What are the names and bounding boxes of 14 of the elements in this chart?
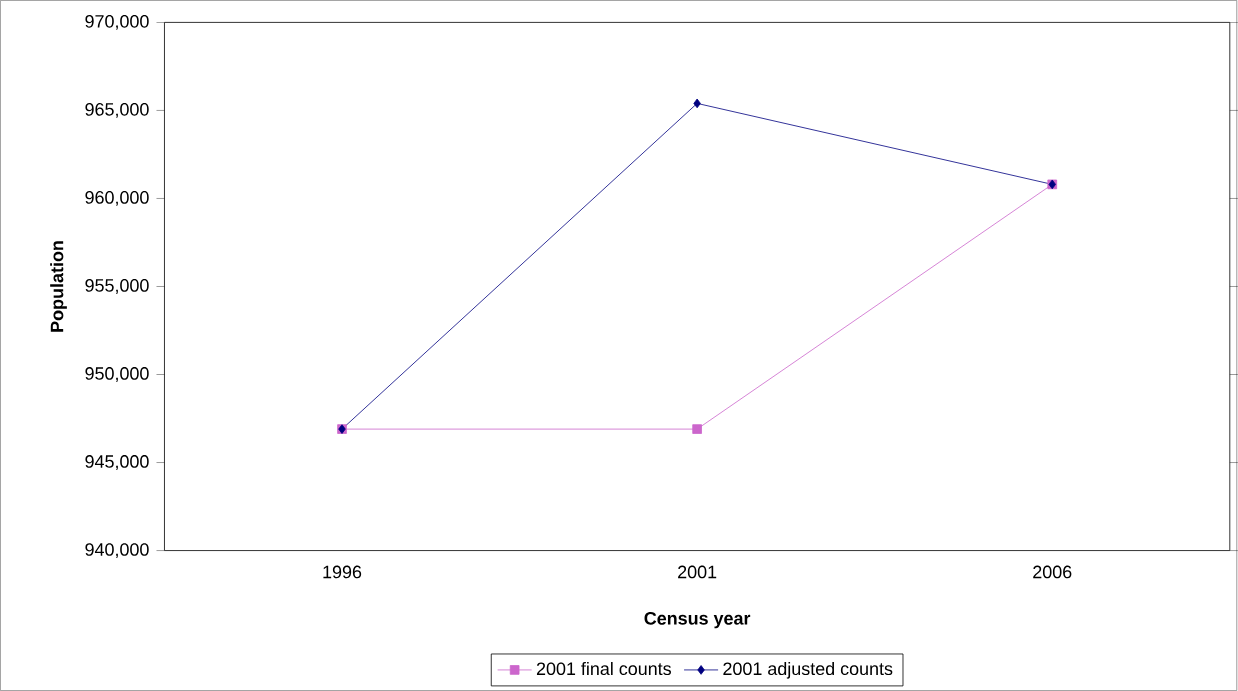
y-tick-label: 945,000 [85,455,149,470]
y-tick-label: 950,000 [85,367,149,382]
y-tick-label: 970,000 [85,14,149,30]
y-tick-label: 940,000 [85,543,149,558]
y-tick-label: 955,000 [85,279,149,294]
y-tick-label: 965,000 [85,103,149,118]
y-axis-title: Population [50,241,67,332]
legend-label: 2001 adjusted counts [723,661,893,679]
x-axis-title: Census year [644,612,751,629]
x-tick-label: 2006 [1033,565,1072,579]
legend-label: 2001 final counts [536,661,671,676]
x-tick-label: 2001 [678,565,717,579]
y-tick-label: 960,000 [85,191,149,206]
x-tick-label: 1996 [323,565,362,579]
